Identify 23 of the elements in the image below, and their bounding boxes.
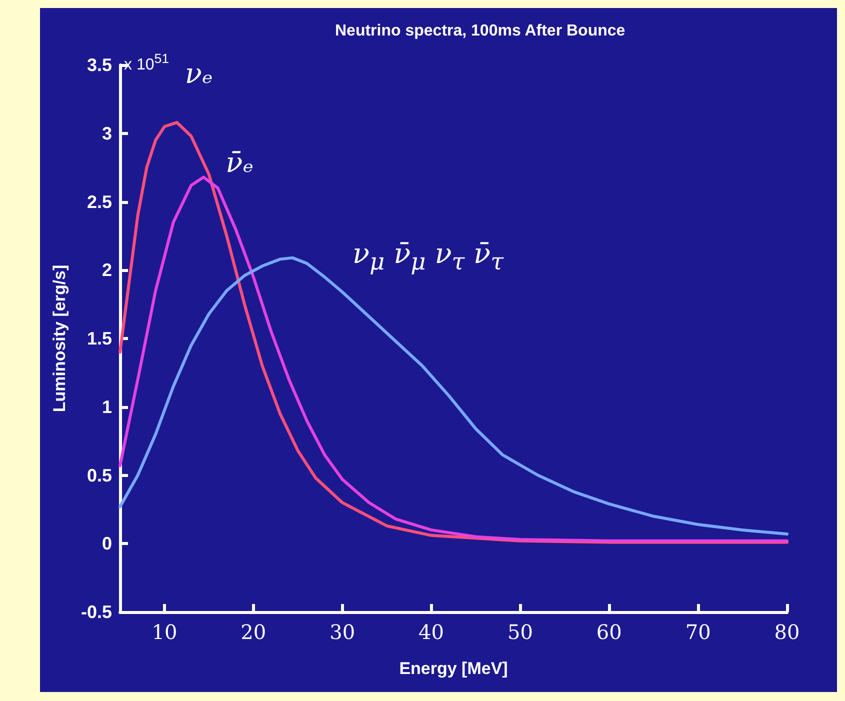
x-axis-title: Energy [MeV] [399,659,508,678]
x-tick-label: 80 [774,620,800,644]
y-tick-label: 0.5 [86,465,112,486]
y-tick-label: 3.5 [86,55,112,75]
y-tick-label: 0 [102,534,112,554]
series-label: ν̄ₑ [226,146,254,180]
x-tick-label: 60 [596,620,622,644]
chart-title: Neutrino spectra, 100ms After Bounce [335,22,626,40]
x-tick-label: 20 [240,620,266,644]
y-axis-title: Luminosity [erg/s] [50,264,69,412]
series-label: νₑ [184,57,213,90]
x-tick-label: 30 [330,620,356,644]
y-tick-label: -0.5 [80,602,112,622]
y-tick-label: 2.5 [86,192,112,212]
y-tick-label: 3 [102,123,112,144]
x-tick-label: 40 [418,620,444,644]
x-tick-label: 70 [685,620,711,644]
y-tick-label: 2 [102,260,112,280]
series-label: ν$_{μ}$ ν̄$_{μ}$ ν$_{τ}$ ν̄$_{τ}$ [352,236,504,276]
x-tick-label: 50 [507,620,533,644]
x-tick-label: 10 [152,620,178,644]
y-tick-label: 1 [102,396,112,417]
y-tick-label: 1.5 [86,328,112,348]
